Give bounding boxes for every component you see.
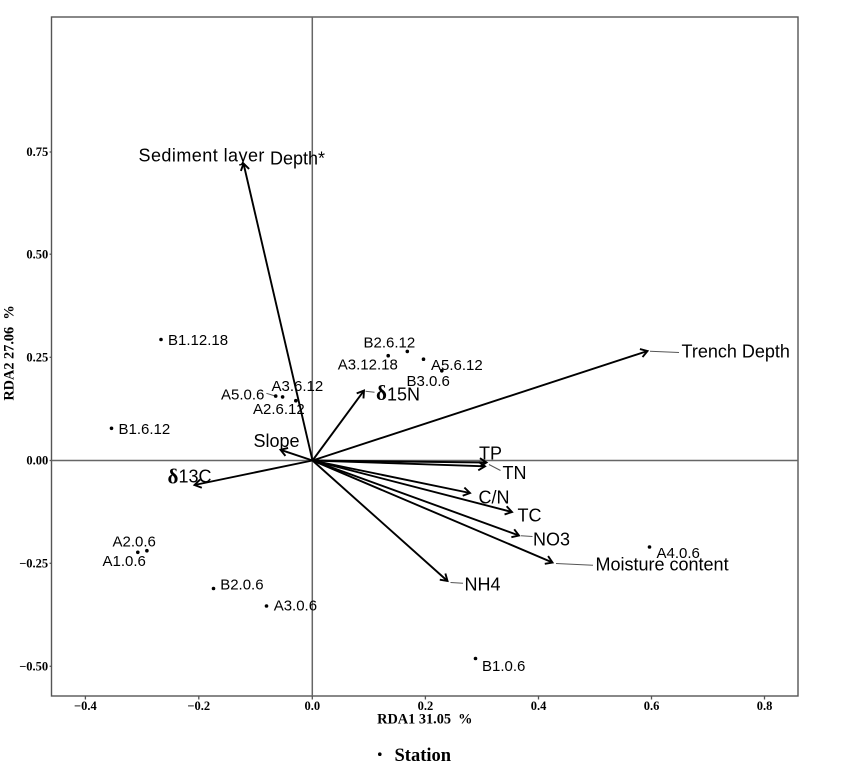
- svg-text:Trench Depth: Trench Depth: [682, 342, 790, 362]
- svg-text:−0.50: −0.50: [19, 660, 48, 674]
- svg-text:A2.6.12: A2.6.12: [253, 401, 305, 418]
- svg-text:0.2: 0.2: [418, 699, 434, 713]
- svg-text:0.75: 0.75: [26, 145, 48, 159]
- svg-text:C/N: C/N: [479, 488, 510, 508]
- svg-text:0.0: 0.0: [304, 699, 320, 713]
- svg-text:δ: δ: [168, 465, 179, 489]
- svg-text:13C: 13C: [179, 467, 212, 487]
- svg-text:0.00: 0.00: [26, 454, 48, 468]
- svg-text:A3.12.18: A3.12.18: [338, 357, 398, 374]
- svg-text:Station: Station: [395, 746, 452, 766]
- svg-text:RDA2 27.06 %: RDA2 27.06 %: [2, 305, 18, 400]
- svg-text:TC: TC: [518, 506, 542, 526]
- svg-text:B2.6.12: B2.6.12: [364, 335, 416, 352]
- svg-text:−0.4: −0.4: [74, 699, 97, 713]
- svg-text:B1.12.18: B1.12.18: [168, 332, 228, 349]
- svg-text:A2.0.6: A2.0.6: [113, 533, 156, 550]
- svg-text:−0.25: −0.25: [19, 557, 48, 571]
- svg-text:Depth*: Depth*: [270, 149, 325, 169]
- svg-text:15N: 15N: [387, 385, 420, 405]
- svg-text:TN: TN: [503, 463, 527, 483]
- svg-text:0.4: 0.4: [531, 699, 547, 713]
- svg-text:0.50: 0.50: [26, 247, 48, 261]
- svg-text:Sediment layer: Sediment layer: [139, 146, 265, 166]
- svg-text:A4.0.6: A4.0.6: [657, 545, 700, 562]
- svg-text:B3.0.6: B3.0.6: [407, 373, 450, 390]
- svg-text:NO3: NO3: [533, 530, 570, 550]
- svg-text:0.6: 0.6: [644, 699, 660, 713]
- svg-text:Moisture content: Moisture content: [596, 555, 729, 575]
- svg-text:RDA1 31.05 %: RDA1 31.05 %: [377, 712, 472, 728]
- svg-text:A3.6.12: A3.6.12: [272, 378, 324, 395]
- svg-text:−0.2: −0.2: [187, 699, 210, 713]
- svg-text:A5.0.6: A5.0.6: [221, 387, 264, 404]
- svg-text:0.25: 0.25: [26, 351, 48, 365]
- svg-text:B1.6.12: B1.6.12: [119, 421, 171, 438]
- svg-text:A5.6.12: A5.6.12: [431, 357, 483, 374]
- svg-text:NH4: NH4: [465, 575, 501, 595]
- svg-text:Slope: Slope: [254, 431, 300, 451]
- svg-text:TP: TP: [479, 444, 502, 464]
- svg-text:B1.0.6: B1.0.6: [482, 658, 525, 675]
- svg-text:δ: δ: [376, 381, 387, 405]
- svg-text:A3.0.6: A3.0.6: [274, 598, 317, 615]
- svg-text:A1.0.6: A1.0.6: [103, 553, 146, 570]
- svg-text:B2.0.6: B2.0.6: [220, 577, 263, 594]
- svg-text:0.8: 0.8: [757, 699, 773, 713]
